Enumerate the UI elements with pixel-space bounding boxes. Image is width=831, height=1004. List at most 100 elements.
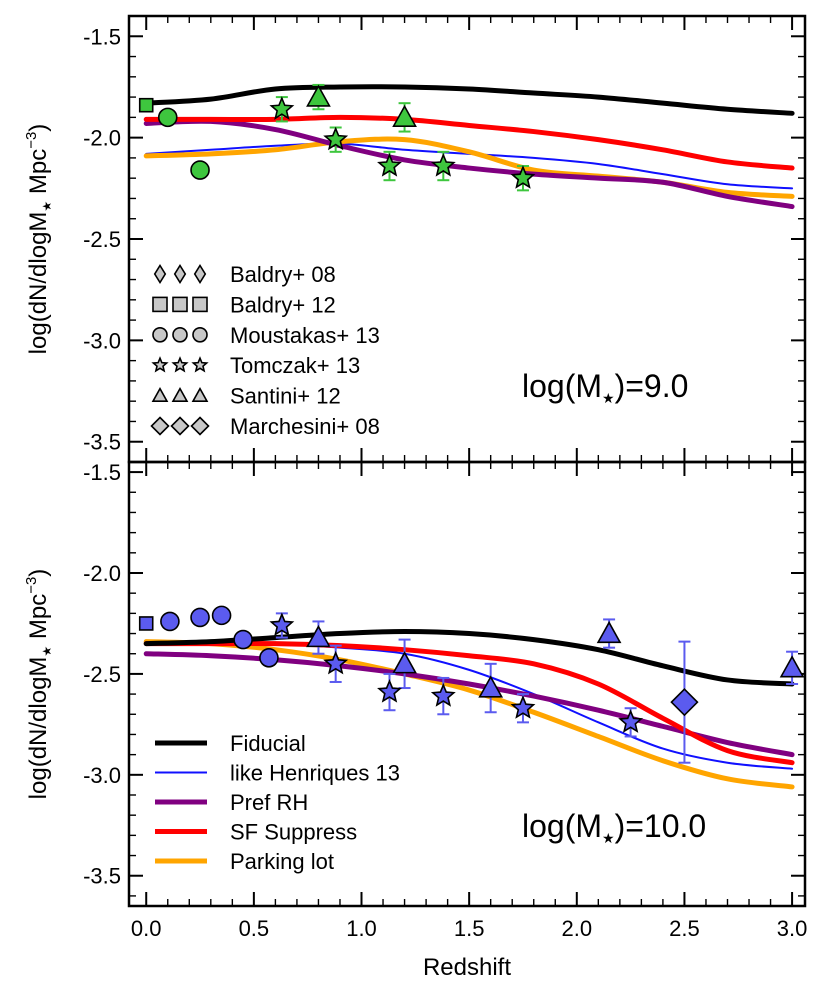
- panel-label-main: log(M: [522, 368, 602, 404]
- data-point-star: [269, 612, 295, 637]
- data-point-star: [269, 96, 295, 120]
- data-point-square: [138, 97, 154, 113]
- data-point-star: [430, 152, 456, 177]
- y-tick-label: -2.0: [83, 561, 121, 586]
- data-point-star: [377, 152, 402, 177]
- panel-label: log(M★)=9.0: [522, 368, 688, 406]
- y-axis-label: log(dN/dlogM★ Mpc−3): [23, 124, 54, 355]
- x-tick-label: 2.5: [669, 916, 700, 941]
- line-legend: Fiducial like Henriques 13 Pref RH SF Suppr…: [155, 731, 400, 874]
- legend-marker-triangle: [191, 386, 209, 403]
- legend-marker-thin-diamond: [173, 263, 187, 285]
- y-axis-label-sup: −3: [23, 577, 40, 594]
- panel-label-tail: )=10.0: [615, 808, 707, 844]
- line-legend-label: SF Suppress: [230, 820, 357, 845]
- legend-marker-circle: [192, 326, 208, 343]
- data-point-circle: [157, 107, 178, 128]
- panel-label-main: log(M: [522, 808, 602, 844]
- data-point-diamond: [670, 688, 699, 717]
- legend-marker-thin-diamond: [153, 263, 167, 285]
- series-line-sf-suppress: [143, 640, 795, 766]
- y-tick-label: -1.5: [83, 460, 121, 485]
- data-point-triangle: [596, 620, 622, 644]
- legend-marker-star: [171, 356, 189, 373]
- data-point-star: [510, 165, 536, 189]
- y-tick-label: -3.0: [83, 763, 121, 788]
- legend-marker-triangle: [151, 386, 169, 403]
- series-line-sf-suppress: [143, 114, 795, 171]
- y-axis-label-sub: ★: [40, 201, 54, 212]
- legend-marker-thin-diamond: [193, 263, 207, 285]
- y-tick-label: -2.0: [83, 126, 121, 151]
- x-tick-label: 1.0: [346, 916, 377, 941]
- panel-label: log(M★)=10.0: [522, 808, 706, 846]
- x-tick-label: 3.0: [777, 916, 808, 941]
- y-axis-label-tail: Mpc: [25, 594, 52, 646]
- data-point-circle: [190, 160, 210, 180]
- data-point-star: [510, 695, 536, 719]
- line-legend-label: Pref RH: [230, 790, 308, 815]
- y-axis-label-main: log(dN/dlogM: [25, 212, 52, 355]
- line-legend-label: like Henriques 13: [230, 761, 400, 786]
- data-point-circle: [211, 605, 232, 626]
- data-point-circle: [190, 607, 210, 628]
- y-tick-label: -2.5: [83, 662, 121, 687]
- data-point-triangle: [392, 104, 417, 127]
- data-point-star: [323, 126, 349, 151]
- data-point-star: [377, 678, 402, 703]
- y-tick-label: -3.5: [83, 864, 121, 889]
- legend-marker-star: [191, 356, 209, 373]
- y-tick-label: -3.0: [83, 328, 121, 353]
- legend-marker-diamond: [150, 416, 170, 436]
- data-point-triangle: [306, 624, 331, 648]
- y-axis-label-close: ): [25, 124, 52, 132]
- y-axis-label-tail: Mpc: [25, 149, 52, 201]
- y-tick-label: -3.5: [83, 430, 121, 455]
- line-legend-label: Fiducial: [230, 731, 306, 756]
- series-group: [143, 84, 795, 210]
- data-point-circle: [233, 629, 253, 650]
- data-point-triangle: [779, 655, 805, 678]
- data-point-star: [618, 709, 644, 733]
- series-group: [143, 629, 795, 790]
- marker-legend-label: Moustakas+ 13: [230, 323, 380, 348]
- x-axis-label: Redshift: [423, 954, 511, 981]
- panel-label-sub: ★: [602, 830, 615, 846]
- series-line-fiducial: [143, 629, 795, 687]
- x-tick-label: 1.5: [454, 916, 485, 941]
- panel-2: -1.5-2.0-2.5-3.0-3.5log(M★)=10.0log(dN/d…: [23, 460, 807, 908]
- x-tick-label: 0.5: [239, 916, 270, 941]
- y-tick-label: -2.5: [83, 227, 121, 252]
- panel-1: -1.5-2.0-2.5-3.0-3.5log(M★)=9.0log(dN/dl…: [23, 14, 807, 464]
- legend-marker-square: [192, 296, 208, 313]
- data-point-triangle: [306, 84, 331, 107]
- marker-legend-label: Tomczak+ 13: [230, 353, 360, 378]
- legend-marker-circle: [172, 326, 188, 343]
- y-axis-label: log(dN/dlogM★ Mpc−3): [23, 569, 54, 800]
- y-axis-label-sup: −3: [23, 132, 40, 149]
- series-line-fiducial: [143, 84, 795, 116]
- y-axis-label-close: ): [25, 569, 52, 577]
- legend-marker-square: [152, 296, 168, 313]
- line-legend-label: Parking lot: [230, 849, 334, 874]
- panel-label-tail: )=9.0: [615, 368, 689, 404]
- x-tick-label: 2.0: [561, 916, 592, 941]
- y-axis-label-main: log(dN/dlogM: [25, 657, 52, 800]
- data-point-square: [138, 616, 154, 631]
- data-point-star: [323, 650, 349, 675]
- legend-marker-triangle: [171, 386, 189, 403]
- panel-label-sub: ★: [602, 390, 615, 406]
- legend-marker-diamond: [190, 416, 210, 436]
- marker-legend-label: Santini+ 12: [230, 384, 341, 409]
- marker-legend-label: Marchesini+ 08: [230, 414, 380, 439]
- y-axis-label-sub: ★: [40, 646, 54, 657]
- data-point-triangle: [392, 651, 417, 674]
- plot-frame: [127, 460, 807, 908]
- legend-marker-diamond: [170, 416, 190, 436]
- x-tick-label: 0.0: [131, 916, 162, 941]
- data-point-star: [430, 683, 456, 707]
- legend-marker-square: [172, 296, 188, 313]
- series-line-parking-lot: [143, 639, 795, 790]
- marker-legend-label: Baldry+ 08: [230, 262, 336, 287]
- data-point-circle: [259, 647, 279, 668]
